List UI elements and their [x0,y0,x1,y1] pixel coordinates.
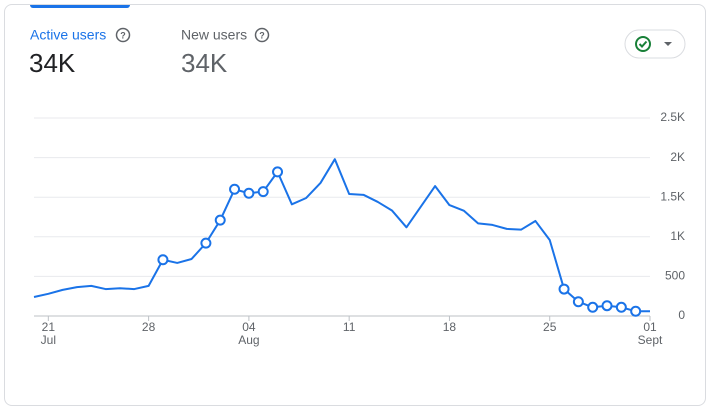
anomaly-point [601,300,613,312]
x-tick-label: 01 [643,320,657,334]
anomaly-point [200,237,212,249]
dropdown-arrow [664,42,672,46]
x-tick-label: 18 [443,320,457,334]
line [33,158,650,313]
y-tick-label: 2K [670,150,685,164]
y-tick-label: 2.5K [660,110,685,124]
anomaly-point [214,214,226,226]
help-icon[interactable] [115,27,131,43]
compare-dropdown[interactable] [624,29,686,59]
chart: Active users ? 34K New users ? 34K 0 500 1… [29,4,686,347]
x-tick-label: 28 [142,320,156,334]
anomaly-point [630,305,642,317]
y-tick-label: 500 [665,269,685,283]
anomaly-point [572,296,584,308]
help-icon[interactable] [254,27,270,43]
metric-label[interactable]: New users [181,27,247,43]
x-tick-label: Sept [638,333,663,347]
anomaly-point [615,301,627,313]
card: Active users ? 34K New users ? 34K 0 500 1… [4,4,706,406]
x-tick-label: 04 [242,320,256,334]
check-glyph [638,40,648,48]
anomaly-point [558,283,570,295]
anomaly-point [257,186,269,198]
x-tick-label: Aug [238,333,259,347]
x-tick-label: Jul [41,333,56,347]
active-tab[interactable] [30,4,130,8]
anomaly-point [272,166,284,178]
help-glyph: ? [259,30,265,40]
metric-value: 34K [181,48,228,78]
help-glyph: ? [120,30,126,40]
metric-label[interactable]: Active users [30,27,106,43]
y-tick-label: 1K [670,229,685,243]
anomaly-point [157,254,169,266]
anomaly-point [243,187,255,199]
x-tick-label: 25 [543,320,557,334]
check-icon [635,36,651,52]
y-tick-label: 1.5K [660,189,685,203]
y-tick-label: 0 [678,308,685,322]
anomaly-point [587,301,599,313]
x-tick-label: 11 [343,320,356,334]
anomaly-point [229,183,241,195]
metric-value: 34K [29,48,76,78]
x-tick-label: 21 [42,320,56,334]
